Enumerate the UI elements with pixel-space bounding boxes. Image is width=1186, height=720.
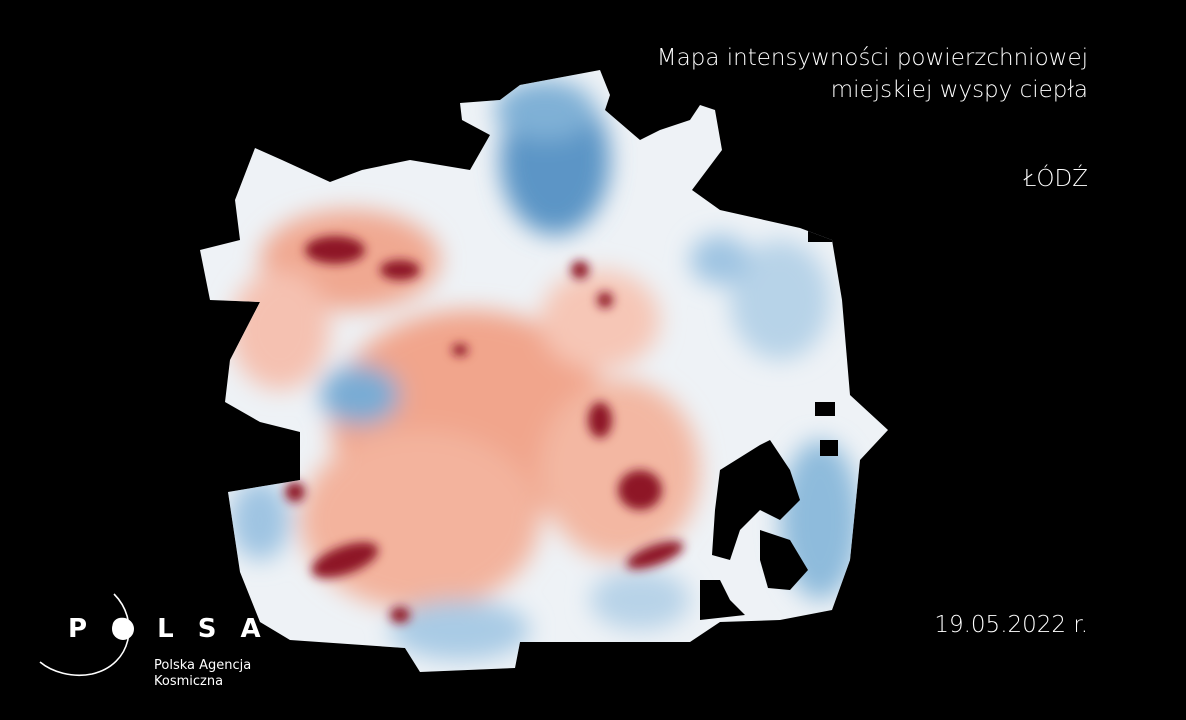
orbit-icon (39, 593, 134, 677)
title-line-1: Mapa intensywności powierzchniowej (656, 45, 1088, 71)
title-line-2: miejskiej wyspy ciepła (830, 77, 1088, 103)
agency-line-2: Kosmiczna (154, 674, 224, 689)
map-raster (200, 70, 888, 672)
city-name: ŁÓDŹ (1023, 166, 1089, 192)
agency-name: Polska Agencja Kosmiczna (154, 658, 251, 690)
agency-line-1: Polska Agencja (154, 658, 252, 673)
logo-wordmark: POLSA (68, 614, 285, 644)
acquisition-date: 19.05.2022 r. (934, 612, 1088, 638)
no-data-areas (700, 228, 838, 620)
polsa-logo: POLSA Polska Agencja Kosmiczna (38, 590, 308, 690)
map-title: Mapa intensywności powierzchniowej miejs… (657, 42, 1088, 106)
